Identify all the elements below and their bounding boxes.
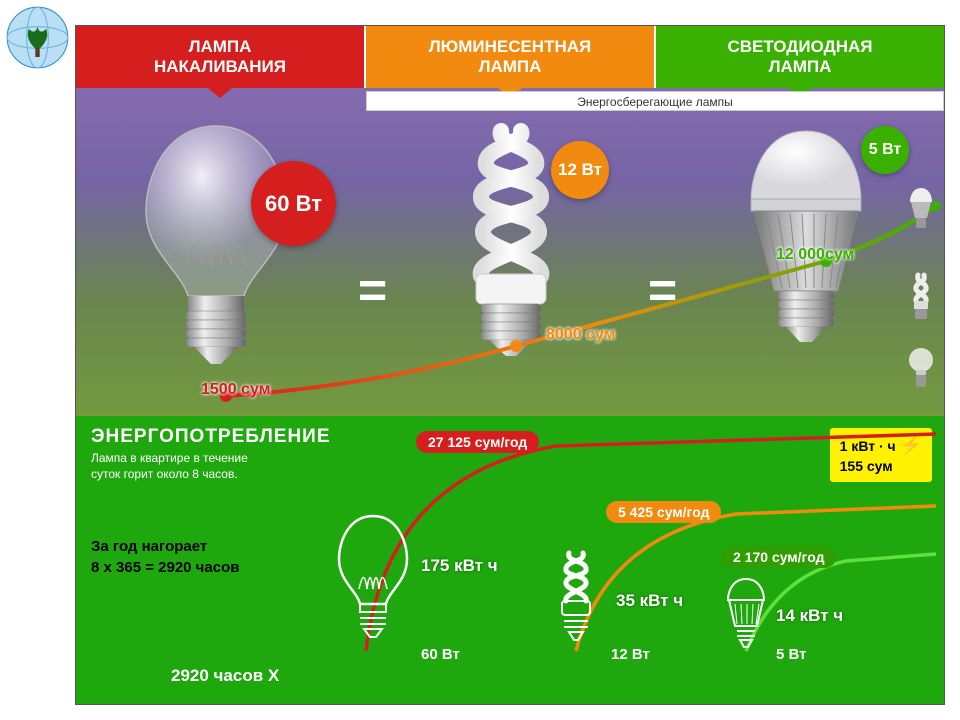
header-incandescent: ЛАМПА НАКАЛИВАНИЯ <box>76 26 366 88</box>
hours-multiplier: 2920 часов X <box>171 666 279 686</box>
bolt-icon: ⚡ <box>900 435 922 455</box>
yearcost-led: 2 170 сум/год <box>721 546 836 568</box>
watt-badge-12: 12 Вт <box>551 141 609 199</box>
outline-cfl-icon <box>546 546 606 646</box>
incandescent-bulb-icon <box>126 116 306 376</box>
consumption-subtitle: Лампа в квартире в течение суток горит о… <box>91 451 276 482</box>
outline-incandescent-icon <box>331 511 416 641</box>
equals-sign: = <box>358 261 387 319</box>
header-led: СВЕТОДИОДНАЯ ЛАМПА <box>656 26 944 88</box>
upper-comparison-panel: ЛАМПА НАКАЛИВАНИЯ ЛЮМИНЕСЕНТНАЯ ЛАМПА СВ… <box>76 26 944 416</box>
price-incandescent: 1500 сум <box>201 381 270 399</box>
column-headers: ЛАМПА НАКАЛИВАНИЯ ЛЮМИНЕСЕНТНАЯ ЛАМПА СВ… <box>76 26 944 88</box>
lower-consumption-panel: ЭНЕРГОПОТРЕБЛЕНИЕ Лампа в квартире в теч… <box>76 416 944 704</box>
header-text: ЛЮМИНЕСЕНТНАЯ <box>429 37 592 57</box>
tariff-l1: 1 кВт · ч <box>840 438 896 454</box>
outline-led-icon <box>721 576 771 651</box>
mini-incandescent-icon <box>906 346 936 391</box>
calculation-text: За год нагорает 8 x 365 = 2920 часов <box>91 536 239 578</box>
mini-led-icon <box>906 186 936 231</box>
header-text: ЛАМПА <box>479 57 542 77</box>
mini-cfl-icon <box>906 271 936 321</box>
header-fluorescent: ЛЮМИНЕСЕНТНАЯ ЛАМПА <box>366 26 656 88</box>
kwh-led: 14 кВт ч <box>776 606 843 626</box>
tariff-box: 1 кВт · ч ⚡ 155 сум <box>830 428 932 482</box>
consumption-title: ЭНЕРГОПОТРЕБЛЕНИЕ <box>91 426 331 448</box>
yearcost-incandescent: 27 125 сум/год <box>416 431 539 453</box>
header-text: ЛАМПА <box>189 37 252 57</box>
eco-globe-logo <box>5 5 70 70</box>
calc-line2: 8 x 365 = 2920 часов <box>91 559 239 576</box>
infographic-panel: ЛАМПА НАКАЛИВАНИЯ ЛЮМИНЕСЕНТНАЯ ЛАМПА СВ… <box>75 25 945 705</box>
tariff-l2: 155 сум <box>840 458 893 474</box>
calc-line1: За год нагорает <box>91 538 207 555</box>
kwh-incandescent: 175 кВт ч <box>421 556 498 576</box>
watt-inc: 60 Вт <box>421 646 460 663</box>
price-led: 12 000сум <box>776 246 854 264</box>
watt-cfl: 12 Вт <box>611 646 650 663</box>
kwh-cfl: 35 кВт ч <box>616 591 683 611</box>
price-cfl: 8000 сум <box>546 326 615 344</box>
header-text: ЛАМПА <box>769 57 832 77</box>
header-text: НАКАЛИВАНИЯ <box>154 57 286 77</box>
header-text: СВЕТОДИОДНАЯ <box>727 37 872 57</box>
watt-badge-5: 5 Вт <box>861 126 909 174</box>
watt-led: 5 Вт <box>776 646 807 663</box>
watt-badge-60: 60 Вт <box>251 161 336 246</box>
yearcost-cfl: 5 425 сум/год <box>606 501 721 523</box>
energy-saving-caption: Энергосберегающие лампы <box>366 91 944 111</box>
equals-sign: = <box>648 261 677 319</box>
